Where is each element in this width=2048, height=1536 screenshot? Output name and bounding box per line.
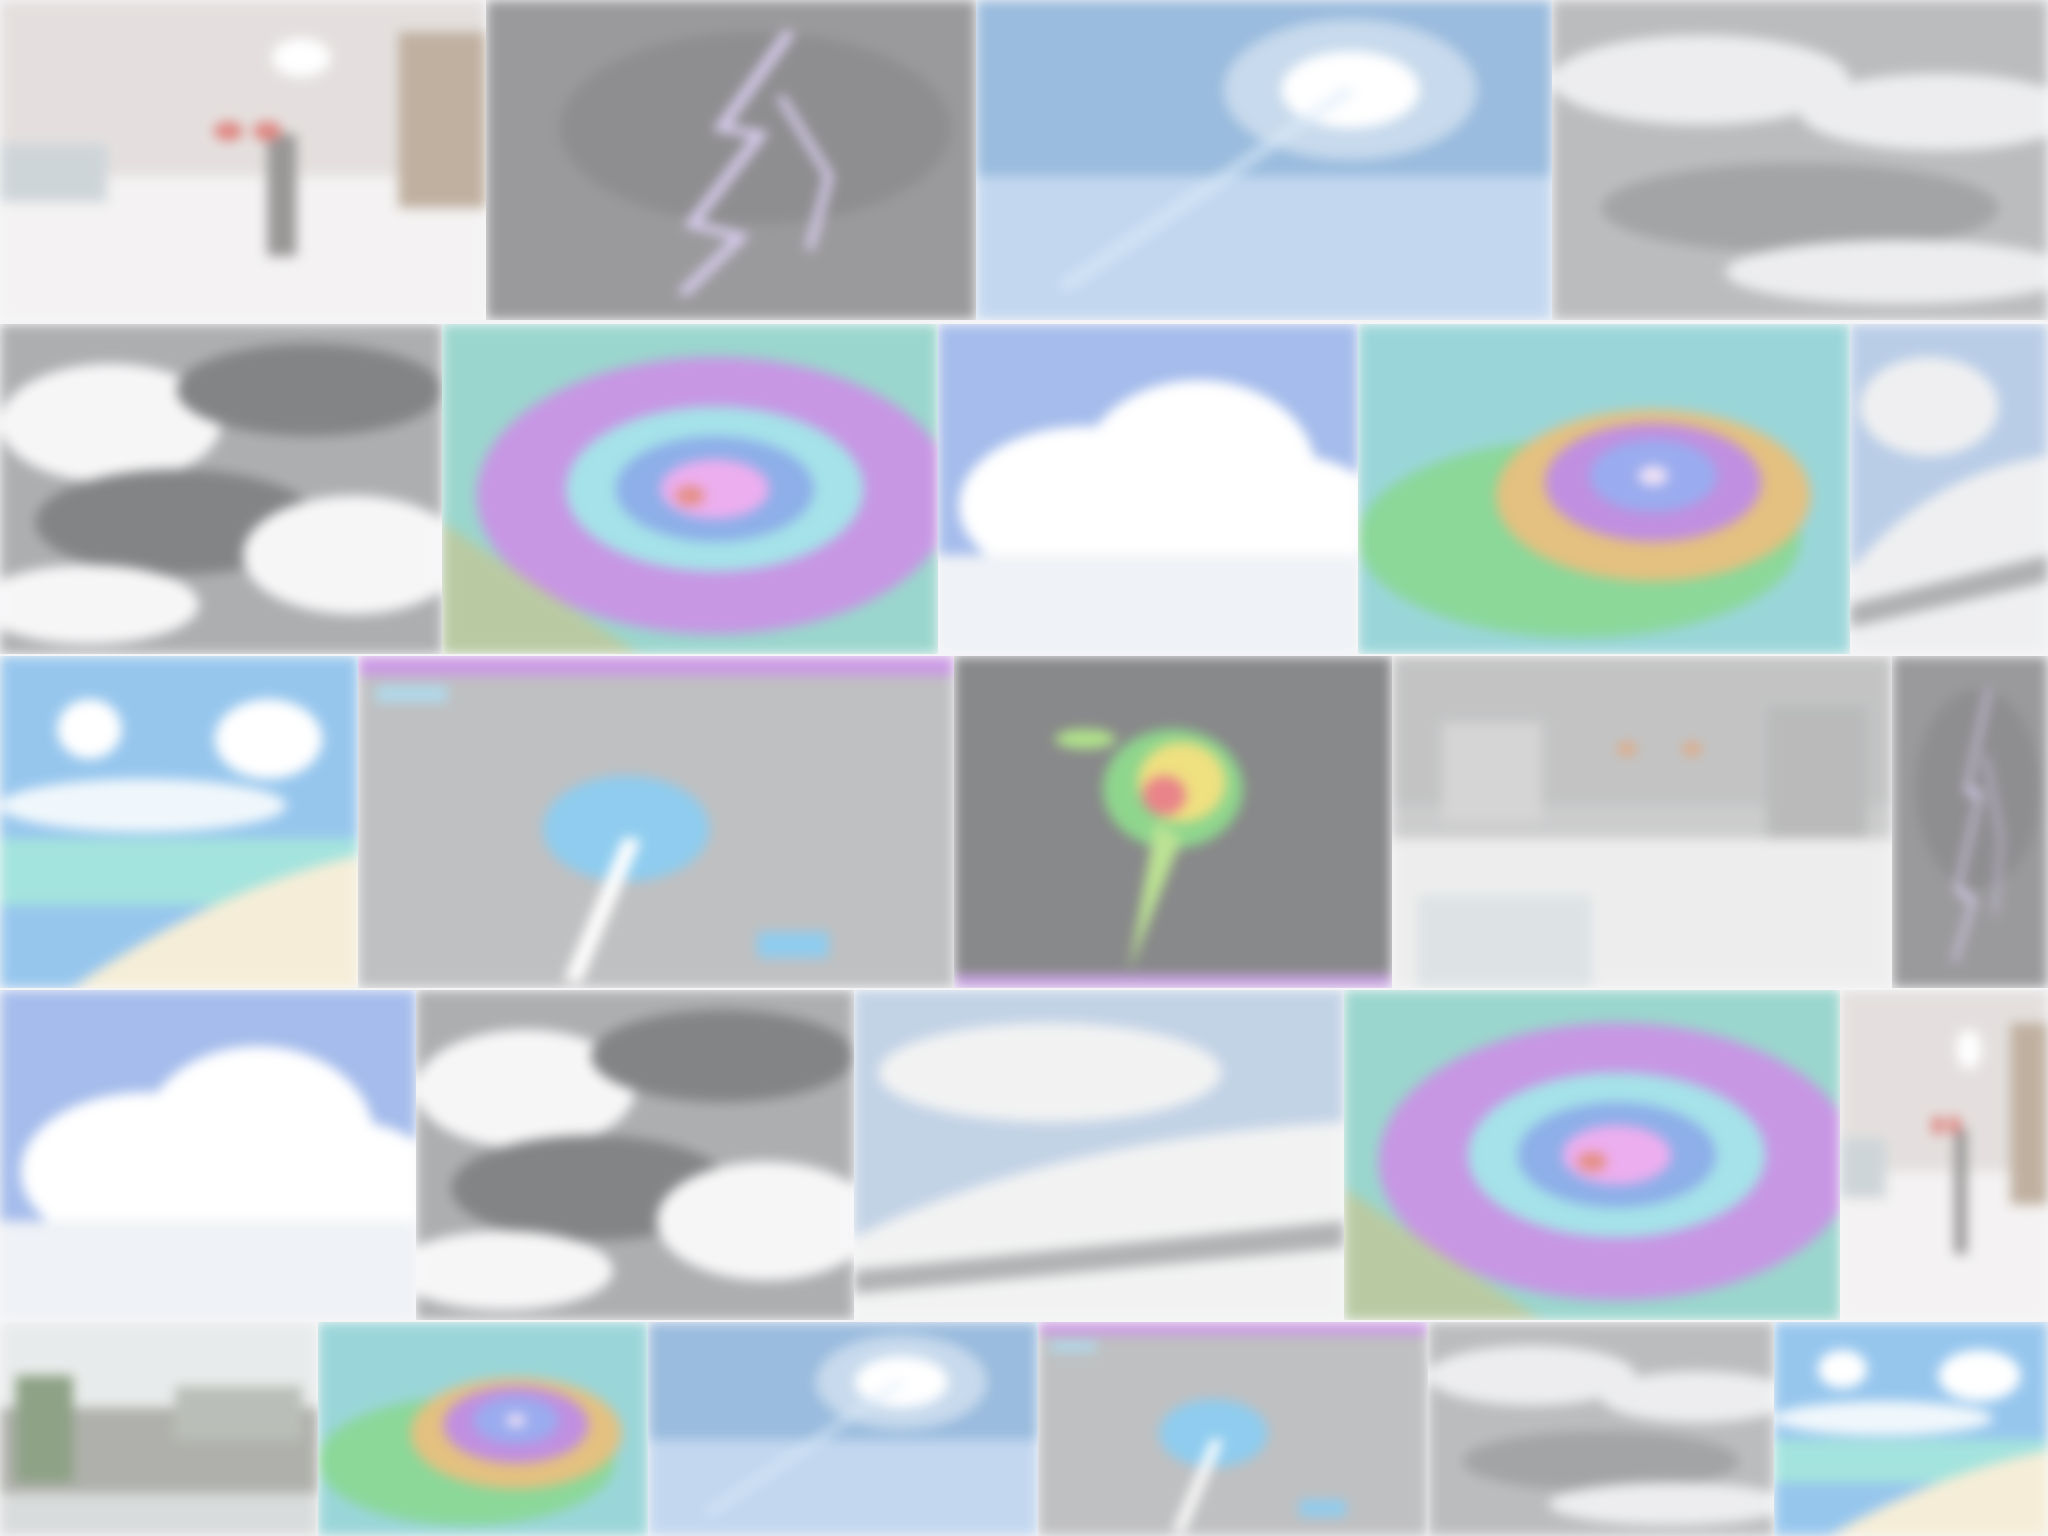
snowy-city-street-image — [1840, 990, 2048, 1320]
tile-sun-in-clear-sky — [976, 0, 1552, 320]
sun-in-clear-sky-image — [976, 0, 1552, 320]
cumulus-cloud-blue-sky-image — [938, 324, 1358, 654]
tile-weather-map-storm-track — [358, 656, 954, 988]
tile-weather-map-storm-track — [1038, 1322, 1428, 1536]
tile-cumulus-cloud-blue-sky — [0, 990, 416, 1320]
sun-in-clear-sky-image — [648, 1322, 1038, 1536]
tile-dark-storm-clouds — [0, 324, 442, 654]
weather-map-storm-track-image — [1038, 1322, 1428, 1536]
tile-sunny-beach — [0, 656, 358, 988]
tile-gray-overcast-clouds — [1552, 0, 2048, 320]
hurricane-radar-eye-image — [442, 324, 938, 654]
hurricane-satellite-eye-image — [1358, 324, 1850, 654]
lightning-strike-image — [486, 0, 976, 320]
mosaic-row-4 — [0, 990, 2048, 1320]
mosaic-row-3 — [0, 656, 2048, 988]
tile-hurricane-satellite-eye — [318, 1322, 648, 1536]
dark-storm-clouds-image — [416, 990, 854, 1320]
tile-snowy-hillside — [854, 990, 1344, 1320]
flooded-roadside-image — [0, 1322, 318, 1536]
snowy-hillside-image — [854, 990, 1344, 1320]
tile-cumulus-cloud-blue-sky — [938, 324, 1358, 654]
sunny-beach-image — [0, 656, 358, 988]
tile-dark-storm-clouds — [416, 990, 854, 1320]
tile-storm-radar-reflectivity — [954, 656, 1392, 988]
dark-storm-clouds-image — [0, 324, 442, 654]
gray-overcast-clouds-image — [1552, 0, 2048, 320]
tile-sunny-beach — [1774, 1322, 2048, 1536]
tile-snowy-traffic-street — [1392, 656, 1892, 988]
mosaic-row-2 — [0, 324, 2048, 654]
hurricane-radar-eye-image — [1344, 990, 1840, 1320]
tile-flooded-roadside — [0, 1322, 318, 1536]
tile-gray-overcast-clouds — [1428, 1322, 1774, 1536]
tile-snowy-city-street — [0, 0, 486, 320]
sunny-beach-image — [1774, 1322, 2048, 1536]
tile-hurricane-radar-eye — [442, 324, 938, 654]
snowy-city-street-image — [0, 0, 486, 320]
tile-hurricane-satellite-eye — [1358, 324, 1850, 654]
lightning-strike-image — [1892, 656, 2048, 988]
tile-snowy-city-street — [1840, 990, 2048, 1320]
tile-hurricane-radar-eye — [1344, 990, 1840, 1320]
tile-snowy-hillside — [1850, 324, 2048, 654]
tile-lightning-strike — [486, 0, 976, 320]
tile-sun-in-clear-sky — [648, 1322, 1038, 1536]
snowy-traffic-street-image — [1392, 656, 1892, 988]
gray-overcast-clouds-image — [1428, 1322, 1774, 1536]
tile-lightning-strike — [1892, 656, 2048, 988]
mosaic-row-1 — [0, 0, 2048, 320]
cumulus-cloud-blue-sky-image — [0, 990, 416, 1320]
snowy-hillside-image — [1850, 324, 2048, 654]
hurricane-satellite-eye-image — [318, 1322, 648, 1536]
weather-map-storm-track-image — [358, 656, 954, 988]
storm-radar-reflectivity-image — [954, 656, 1392, 988]
mosaic-row-5 — [0, 1322, 2048, 1536]
